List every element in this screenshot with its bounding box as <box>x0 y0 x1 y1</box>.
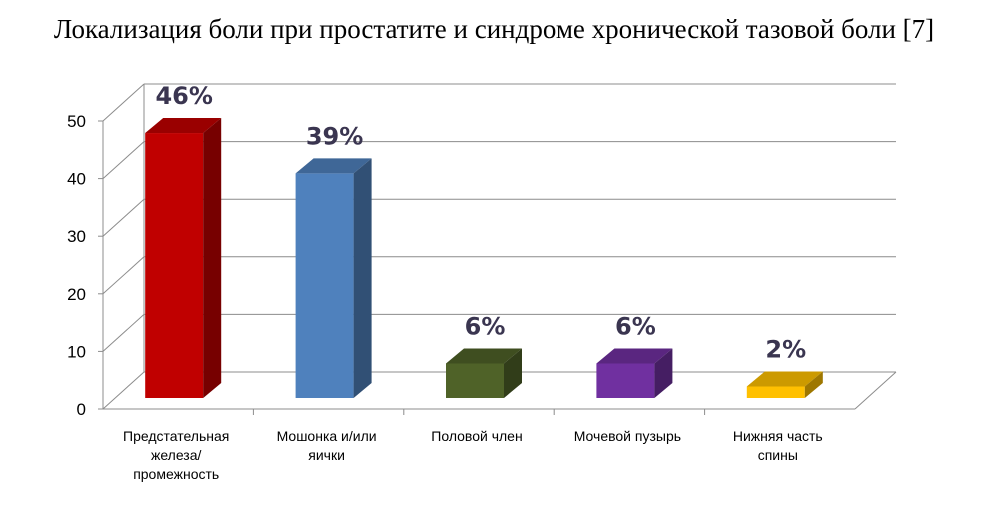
x-category-label: Половой член <box>431 428 523 444</box>
x-category-label: Предстательная железа/ промежность <box>123 428 230 482</box>
floor-edge <box>854 371 897 410</box>
x-category-label: Мошонка и/или яички <box>276 428 377 463</box>
x-category-label: Мочевой пузырь <box>573 428 682 444</box>
bar-front <box>746 386 805 398</box>
bar-front <box>446 363 504 398</box>
bar <box>145 118 222 399</box>
bar-side <box>203 118 222 398</box>
bar-side <box>353 158 372 398</box>
bar <box>446 348 522 398</box>
bar <box>746 371 823 398</box>
chart-walls <box>102 84 897 415</box>
y-tick-label: 10 <box>67 342 86 361</box>
chart-title: Локализация боли при простатите и синдро… <box>53 14 935 44</box>
data-label: 39% <box>306 122 363 150</box>
y-tick-label: 0 <box>77 400 86 419</box>
bar-front <box>596 363 655 398</box>
gridline <box>98 141 896 180</box>
bar-side <box>504 348 522 398</box>
data-label: 46% <box>155 82 212 110</box>
y-tick-label: 50 <box>67 112 86 131</box>
bar-top <box>746 371 823 387</box>
bar-side <box>804 371 823 398</box>
y-tick-label: 40 <box>67 170 86 189</box>
bars <box>145 118 823 399</box>
bar-side <box>654 348 673 398</box>
y-tick-label: 20 <box>67 285 86 304</box>
bar-front <box>295 173 354 398</box>
bar-top <box>295 158 372 174</box>
data-label: 6% <box>615 312 656 340</box>
bar-top <box>596 348 673 364</box>
bar <box>295 158 372 398</box>
bar-top <box>145 118 222 134</box>
y-tick-label: 30 <box>67 227 86 246</box>
bar <box>596 348 673 398</box>
data-label: 6% <box>465 312 506 340</box>
gridline <box>98 256 896 295</box>
gridline <box>98 83 896 122</box>
gridline <box>98 198 896 237</box>
data-label: 2% <box>765 335 806 363</box>
data-labels: 46% 39% 6% 6% 2% <box>155 82 806 363</box>
bar-front <box>145 133 204 399</box>
x-category-label: Нижняя часть спины <box>732 428 823 463</box>
gridline <box>98 313 896 352</box>
bar-top <box>446 348 522 364</box>
y-axis-ticks: 0 10 20 30 40 50 <box>67 112 86 419</box>
